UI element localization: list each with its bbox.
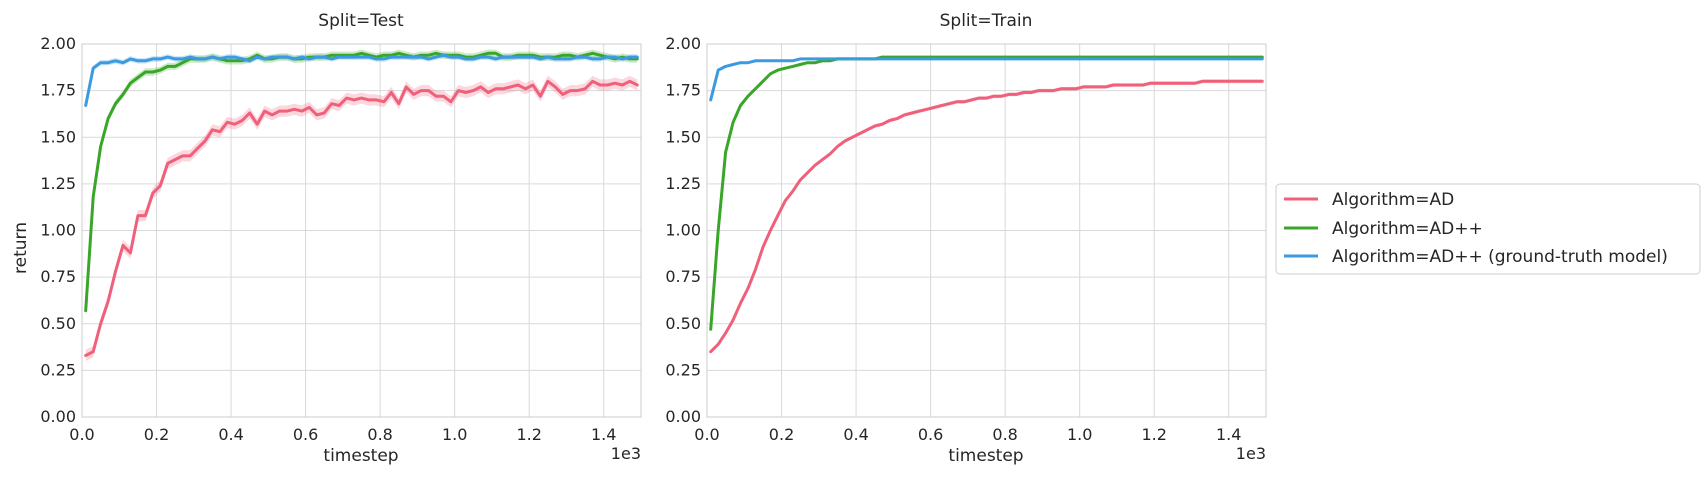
- y-tick-label: 0.50: [665, 314, 701, 333]
- x-tick-label: 0.2: [769, 425, 794, 444]
- series-line-algorithm-ad: [709, 79, 1264, 354]
- legend-label-adpp: Algorithm=AD++: [1332, 219, 1483, 239]
- x-tick-label: 0.0: [694, 425, 719, 444]
- y-tick-label: 1.25: [665, 174, 701, 193]
- x-tick-label: 0.4: [843, 425, 868, 444]
- y-tick-label: 2.00: [665, 34, 701, 53]
- y-tick-label: 1.25: [40, 174, 76, 193]
- series-line-algorithm-ad: [709, 55, 1264, 331]
- y-tick-label: 0.75: [40, 267, 76, 286]
- x-scale-label: 1e3: [1236, 444, 1266, 463]
- legend: Algorithm=AD Algorithm=AD++ Algorithm=AD…: [1275, 183, 1701, 275]
- x-tick-label: 0.6: [293, 425, 318, 444]
- y-tick-label: 1.00: [665, 221, 701, 240]
- y-tick-label: 1.75: [665, 81, 701, 100]
- x-tick-label: 0.2: [144, 425, 169, 444]
- y-axis-label: return: [11, 222, 31, 274]
- x-axis-label: timestep: [948, 446, 1023, 466]
- x-tick-label: 0.8: [367, 425, 392, 444]
- y-tick-label: 1.50: [40, 127, 76, 146]
- series-line-algorithm-ad-ground-truth-model: [709, 57, 1264, 102]
- y-tick-label: 1.75: [40, 81, 76, 100]
- y-tick-label: 0.00: [665, 407, 701, 426]
- x-tick-label: 1.0: [442, 425, 467, 444]
- y-tick-label: 0.00: [40, 407, 76, 426]
- y-tick-label: 1.50: [665, 127, 701, 146]
- x-scale-label: 1e3: [611, 444, 641, 463]
- legend-label-adpp-gt: Algorithm=AD++ (ground-truth model): [1332, 247, 1668, 267]
- panel-test: Split=Test timestep 1e3 0.0 0.2 0.4 0.6 0.8 1…: [40, 11, 642, 466]
- y-tick-label: 0.50: [40, 314, 76, 333]
- x-tick-label: 0.0: [69, 425, 94, 444]
- x-tick-label: 0.8: [992, 425, 1017, 444]
- plot-frame: [81, 43, 642, 418]
- legend-box: [1275, 183, 1701, 275]
- x-tick-label: 0.4: [218, 425, 243, 444]
- x-axis-label: timestep: [323, 446, 398, 466]
- x-tick-label: 1.2: [1141, 425, 1166, 444]
- x-tick-label: 1.2: [516, 425, 541, 444]
- legend-label-ad: Algorithm=AD: [1332, 190, 1454, 210]
- series-line-algorithm-ad-ground-truth-model: [84, 53, 639, 107]
- x-tick-label: 1.4: [591, 425, 616, 444]
- y-tick-label: 2.00: [40, 34, 76, 53]
- y-tick-label: 0.25: [40, 360, 76, 379]
- panel-title: Split=Train: [940, 11, 1033, 31]
- y-tick-label: 0.75: [665, 267, 701, 286]
- y-tick-label: 0.25: [665, 360, 701, 379]
- x-tick-label: 1.4: [1216, 425, 1241, 444]
- y-tick-label: 1.00: [40, 221, 76, 240]
- plot-frame: [706, 43, 1267, 418]
- panel-train: Split=Train timestep 1e3 0.0 0.2 0.4 0.6 0.8…: [665, 11, 1267, 466]
- series-line-algorithm-ad: [84, 79, 639, 357]
- x-tick-label: 0.6: [918, 425, 943, 444]
- x-tick-label: 1.0: [1067, 425, 1092, 444]
- panel-title: Split=Test: [318, 11, 404, 31]
